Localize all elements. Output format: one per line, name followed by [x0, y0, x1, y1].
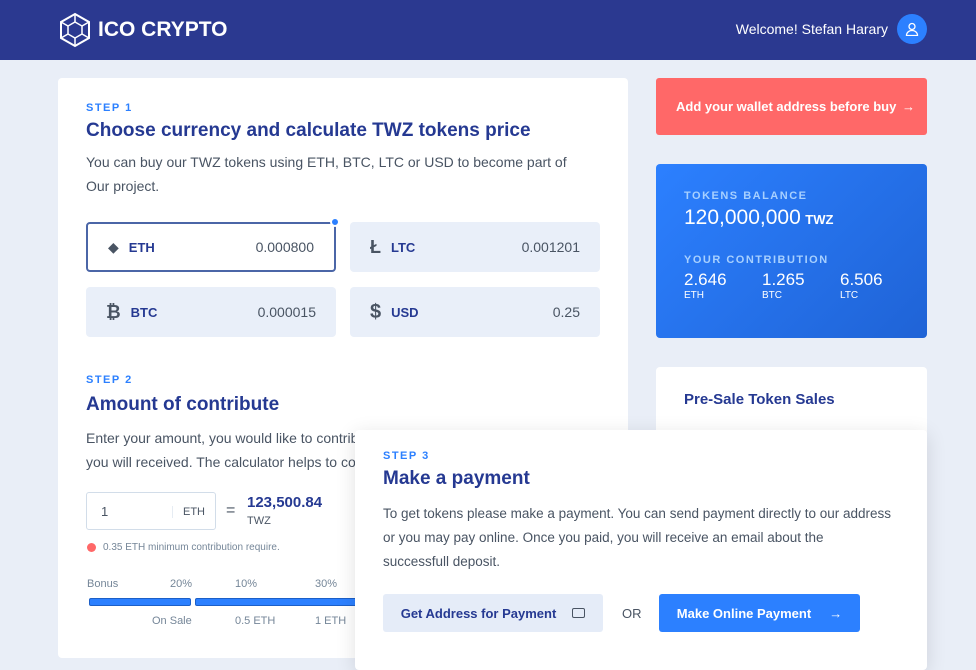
step3-title: Make a payment: [383, 468, 530, 489]
wallet-alert-button[interactable]: Add your wallet address before buy →: [656, 78, 927, 135]
contribution-btc: 1.265 BTC: [762, 270, 805, 301]
step1-title: Choose currency and calculate TWZ tokens…: [86, 120, 531, 141]
dollar-icon: $: [370, 300, 382, 323]
brand-name: ICO CRYPTO: [98, 18, 228, 41]
contribution-ltc: 6.506 LTC: [840, 270, 883, 301]
bonus-10: 10%: [235, 578, 258, 590]
token-unit: TWZ: [247, 515, 271, 527]
equals-sign: =: [226, 502, 236, 519]
get-address-button[interactable]: Get Address for Payment: [383, 594, 603, 632]
currency-eth[interactable]: ◆ ETH 0.000800: [86, 222, 336, 272]
tokens-balance-label: TOKENS BALANCE: [684, 190, 808, 202]
tokens-balance-unit: TWZ: [805, 212, 834, 227]
presale-title: Pre-Sale Token Sales: [684, 391, 835, 408]
progress-segment-2: [195, 598, 360, 606]
payment-card: STEP 3 Make a payment To get tokens plea…: [355, 430, 927, 670]
make-online-payment-button[interactable]: Make Online Payment →: [659, 594, 860, 632]
bonus-30: 30%: [315, 578, 338, 590]
bitcoin-icon: ₿: [106, 301, 121, 322]
wallet-icon: [572, 608, 586, 618]
currency-usd[interactable]: $ USD 0.25: [350, 287, 600, 337]
arrow-right-icon: →: [902, 99, 915, 114]
currency-btc[interactable]: ₿ BTC 0.000015: [86, 287, 336, 337]
logo[interactable]: ICO CRYPTO: [58, 12, 228, 48]
bonus-label: Bonus: [87, 578, 119, 590]
contribution-label: YOUR CONTRIBUTION: [684, 254, 829, 266]
ethereum-icon: ◆: [108, 238, 119, 255]
selected-dot: [330, 217, 340, 227]
step2-label: STEP 2: [86, 374, 133, 386]
step3-label: STEP 3: [383, 450, 430, 462]
tier-0-5-eth: 0.5 ETH: [235, 615, 276, 627]
or-text: OR: [622, 606, 642, 621]
contribution-eth: 2.646 ETH: [684, 270, 727, 301]
step1-label: STEP 1: [86, 102, 133, 114]
progress-segment-1: [89, 598, 191, 606]
welcome-text: Welcome! Stefan Harary: [735, 21, 888, 37]
arrow-right-icon: →: [829, 605, 843, 621]
error-icon: [87, 543, 96, 552]
amount-unit: ETH: [172, 506, 205, 518]
token-amount: 123,500.84: [247, 494, 323, 511]
currency-ltc[interactable]: Ł LTC 0.001201: [350, 222, 600, 272]
litecoin-icon: Ł: [370, 236, 381, 257]
logo-icon: [60, 12, 90, 48]
step3-desc: To get tokens please make a payment. You…: [383, 506, 892, 569]
top-header: ICO CRYPTO Welcome! Stefan Harary: [0, 0, 976, 60]
tier-on-sale: On Sale: [152, 615, 192, 627]
min-contribution-note: 0.35 ETH minimum contribution require.: [103, 542, 280, 553]
tokens-balance-amount: 120,000,000: [684, 206, 801, 229]
token-balance-card: TOKENS BALANCE 120,000,000 TWZ YOUR CONT…: [656, 164, 927, 338]
step1-desc: You can buy our TWZ tokens using ETH, BT…: [86, 154, 567, 194]
tier-1-eth: 1 ETH: [315, 615, 347, 627]
amount-input[interactable]: 1 ETH: [86, 492, 216, 530]
bonus-20: 20%: [170, 578, 193, 590]
user-avatar[interactable]: [897, 14, 927, 44]
user-icon: [905, 22, 919, 36]
step2-title: Amount of contribute: [86, 394, 280, 415]
